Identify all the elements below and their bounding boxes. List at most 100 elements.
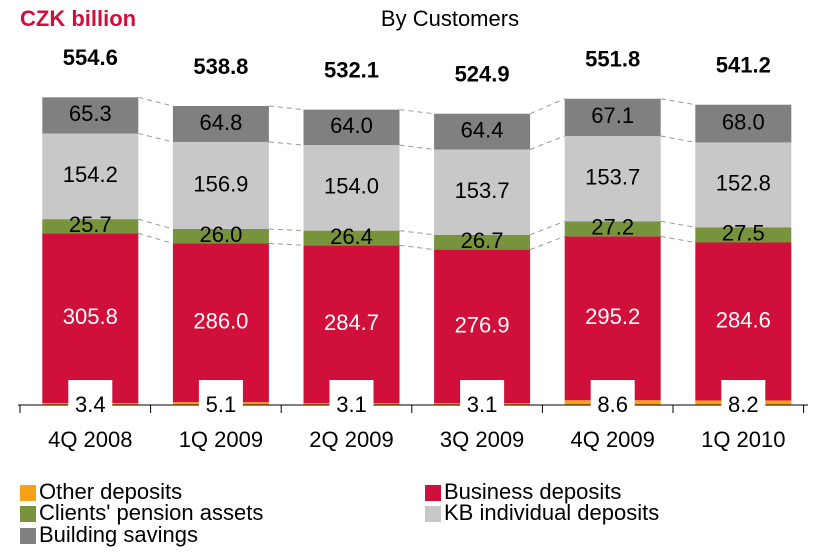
total-label: 524.9 [455, 62, 510, 87]
connector [138, 232, 174, 244]
value-label: 67.1 [591, 103, 634, 128]
connector [268, 242, 304, 246]
connector [399, 230, 435, 236]
value-label: 8.2 [728, 392, 759, 417]
label-box [198, 380, 243, 422]
bar-segment [42, 133, 139, 220]
connector [399, 244, 435, 251]
connector [529, 235, 565, 251]
legend-swatch [425, 506, 441, 522]
value-label: 27.5 [722, 221, 765, 246]
value-label: 276.9 [455, 312, 510, 337]
connector [138, 133, 174, 143]
value-label: 25.7 [69, 212, 112, 237]
connector [138, 218, 174, 230]
bar-segment [695, 227, 792, 243]
connector [529, 220, 565, 236]
value-label: 5.1 [206, 392, 237, 417]
value-label: 68.0 [722, 109, 765, 134]
connector [529, 98, 565, 115]
legend-swatch [20, 485, 36, 501]
x-tick-label: 4Q 2009 [570, 427, 654, 452]
bar-segment [303, 230, 400, 246]
bar-segment [564, 135, 661, 222]
value-label: 286.0 [193, 309, 248, 334]
connector [660, 220, 696, 228]
legend-label: Business deposits [444, 479, 621, 504]
value-label: 3.1 [467, 392, 498, 417]
x-tick-label: 1Q 2009 [179, 427, 263, 452]
bar-segment [564, 236, 661, 401]
bar-segment [303, 145, 400, 231]
bar-segment [42, 219, 139, 234]
bar-segment [434, 149, 531, 235]
connector [399, 109, 435, 115]
total-label: 554.6 [63, 45, 118, 70]
value-label: 26.0 [199, 222, 242, 247]
total-label: 541.2 [716, 53, 771, 78]
value-label: 295.2 [585, 304, 640, 329]
value-label: 152.8 [716, 171, 771, 196]
total-label: 551.8 [585, 47, 640, 72]
bar-segment [564, 98, 661, 136]
bar-segment [42, 233, 139, 404]
connector [268, 228, 304, 232]
value-label: 26.7 [461, 228, 504, 253]
bar-segment [564, 221, 661, 237]
bar-segment [695, 242, 792, 401]
x-tick-label: 3Q 2009 [440, 427, 524, 452]
value-label: 154.0 [324, 174, 379, 199]
value-label: 156.9 [193, 171, 248, 196]
value-label: 153.7 [455, 178, 510, 203]
value-label: 284.6 [716, 307, 771, 332]
connector [660, 135, 696, 143]
bar-segment [172, 229, 269, 244]
label-box [590, 380, 635, 422]
value-label: 64.4 [461, 117, 504, 142]
legend-label: Building savings [39, 522, 198, 547]
legend-swatch [20, 506, 36, 522]
x-tick-label: 1Q 2010 [701, 427, 785, 452]
bar-segment [434, 113, 531, 150]
value-label: 64.8 [199, 110, 242, 135]
x-tick-label: 4Q 2008 [48, 427, 132, 452]
connector [529, 135, 565, 150]
value-label: 154.2 [63, 162, 118, 187]
bar-segment [303, 109, 400, 146]
legend-label: KB individual deposits [444, 500, 659, 525]
legend-label: Clients' pension assets [39, 500, 263, 525]
legend-label: Other deposits [39, 479, 182, 504]
bar-segment [303, 245, 400, 404]
connector [268, 105, 304, 111]
chart-title: By Customers [381, 6, 519, 31]
value-label: 8.6 [597, 392, 628, 417]
bar-segment [42, 97, 139, 134]
bar-segment [172, 141, 269, 230]
bar-segment [695, 142, 792, 228]
value-label: 27.2 [591, 215, 634, 240]
bar-segment [695, 104, 792, 143]
total-label: 538.8 [193, 54, 248, 79]
x-tick-label: 2Q 2009 [309, 427, 393, 452]
value-label: 3.4 [75, 392, 106, 417]
bar-segment [434, 249, 531, 404]
unit-label: CZK billion [20, 6, 136, 31]
label-box [329, 380, 374, 422]
total-label: 532.1 [324, 57, 379, 82]
bar-segment [434, 234, 531, 250]
connector [660, 98, 696, 106]
value-label: 3.1 [336, 392, 367, 417]
label-box [68, 380, 113, 422]
value-label: 26.4 [330, 224, 373, 249]
bar-segment [172, 243, 269, 403]
connector [138, 96, 174, 107]
connector [268, 141, 304, 146]
value-label: 65.3 [69, 101, 112, 126]
legend-swatch [20, 528, 36, 544]
label-box [460, 380, 505, 422]
connector [399, 144, 435, 150]
label-box [721, 380, 766, 422]
bar-segment [172, 105, 269, 142]
value-label: 153.7 [585, 164, 640, 189]
